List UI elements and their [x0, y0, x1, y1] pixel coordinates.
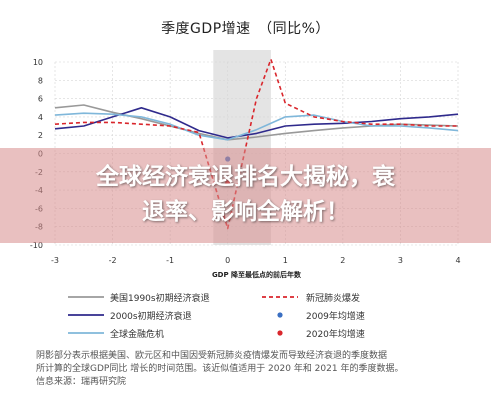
note-line-1: 阴影部分表示根据美国、欧元区和中国因受新冠肺炎疫情爆发而导致经济衰退的季度数据	[36, 351, 388, 361]
y-tick-label: -10	[30, 241, 43, 250]
legend-swatch	[277, 312, 283, 318]
y-tick-label: 8	[38, 76, 43, 85]
legend-label-gfc: 全球金融危机	[110, 330, 165, 340]
source-line: 信息来源：瑞再研究院	[36, 377, 127, 387]
x-tick-label: 2	[340, 256, 345, 265]
x-tick-label: 4	[455, 256, 460, 265]
x-tick-label: -3	[51, 256, 59, 265]
legend-label-2009-avg: 2009年均增速	[306, 312, 365, 322]
x-tick-label: 1	[283, 256, 288, 265]
headline-line-1: 全球经济衰退排名大揭秘，衰	[96, 164, 395, 190]
x-tick-label: -1	[166, 256, 174, 265]
legend-label-2020-avg: 2020年均增速	[306, 330, 365, 340]
y-tick-label: 6	[38, 95, 43, 104]
headline-line-2: 退率、影响全解析！	[142, 199, 349, 225]
y-tick-label: 10	[33, 58, 43, 67]
legend-label-2000s: 2000s初期经济衰退	[110, 312, 192, 322]
legend-swatch	[277, 330, 283, 336]
legend-label-covid: 新冠肺炎爆发	[306, 294, 361, 304]
x-tick-label: 3	[398, 256, 403, 265]
series-line	[54, 58, 458, 230]
series-line	[54, 112, 459, 141]
y-tick-label: 4	[38, 113, 43, 122]
series-line	[54, 107, 459, 139]
y-tick-label: 2	[38, 131, 43, 140]
x-axis-label: GDP 降至最低点的前后年数	[212, 270, 302, 279]
headline-text: 全球经济衰退排名大揭秘，衰 退率、影响全解析！	[20, 160, 471, 230]
headline-banner	[0, 148, 491, 243]
x-tick-label: -2	[109, 256, 117, 265]
x-tick-label: 0	[225, 256, 230, 265]
note-line-2: 所计算的全球GDP同比 增长的时间范围。该近似值适用于 2020 年和 2021…	[36, 364, 404, 374]
chart-title: 季度GDP增速 （同比%）	[161, 21, 330, 37]
legend-label-1990s: 美国1990s初期经济衰退	[110, 294, 210, 304]
